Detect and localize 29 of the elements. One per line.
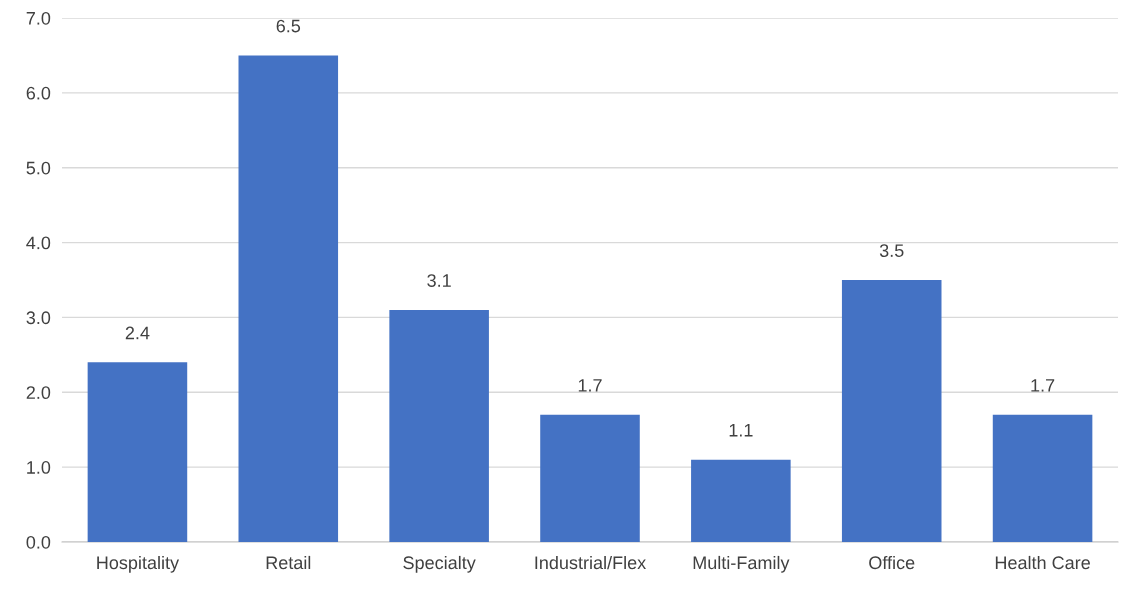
bar (389, 309, 489, 542)
bar (238, 55, 339, 542)
x-tick-label: Multi-Family (693, 555, 790, 573)
y-tick-label: 5.0 (26, 161, 51, 175)
data-label: 2.4 (125, 326, 150, 340)
y-tick-label: 6.0 (26, 86, 51, 100)
x-tick-label: Retail (266, 555, 311, 570)
data-label: 1.7 (1031, 379, 1055, 392)
data-label: 3.5 (879, 244, 904, 257)
bar (540, 414, 640, 542)
x-tick-label: Health Care (995, 555, 1090, 570)
data-label: 1.1 (729, 424, 753, 437)
x-tick-label: Industrial/Flex (535, 555, 646, 570)
bar (691, 459, 791, 542)
y-tick-label: 1.0 (27, 461, 51, 474)
y-tick-label: 7.0 (26, 11, 51, 25)
data-label: 3.1 (427, 274, 451, 287)
bar (841, 280, 942, 542)
y-tick-label: 4.0 (26, 236, 51, 250)
data-label: 6.5 (276, 19, 301, 33)
x-tick-label: Office (869, 555, 915, 570)
y-tick-label: 3.0 (26, 311, 51, 325)
x-tick-label: Specialty (403, 555, 476, 573)
data-label: 1.7 (578, 379, 602, 392)
x-tick-label: Hospitality (97, 555, 180, 573)
y-tick-label: 2.0 (26, 386, 51, 400)
bar (87, 362, 188, 542)
bar (992, 414, 1093, 542)
y-tick-label: 0.0 (26, 535, 51, 549)
